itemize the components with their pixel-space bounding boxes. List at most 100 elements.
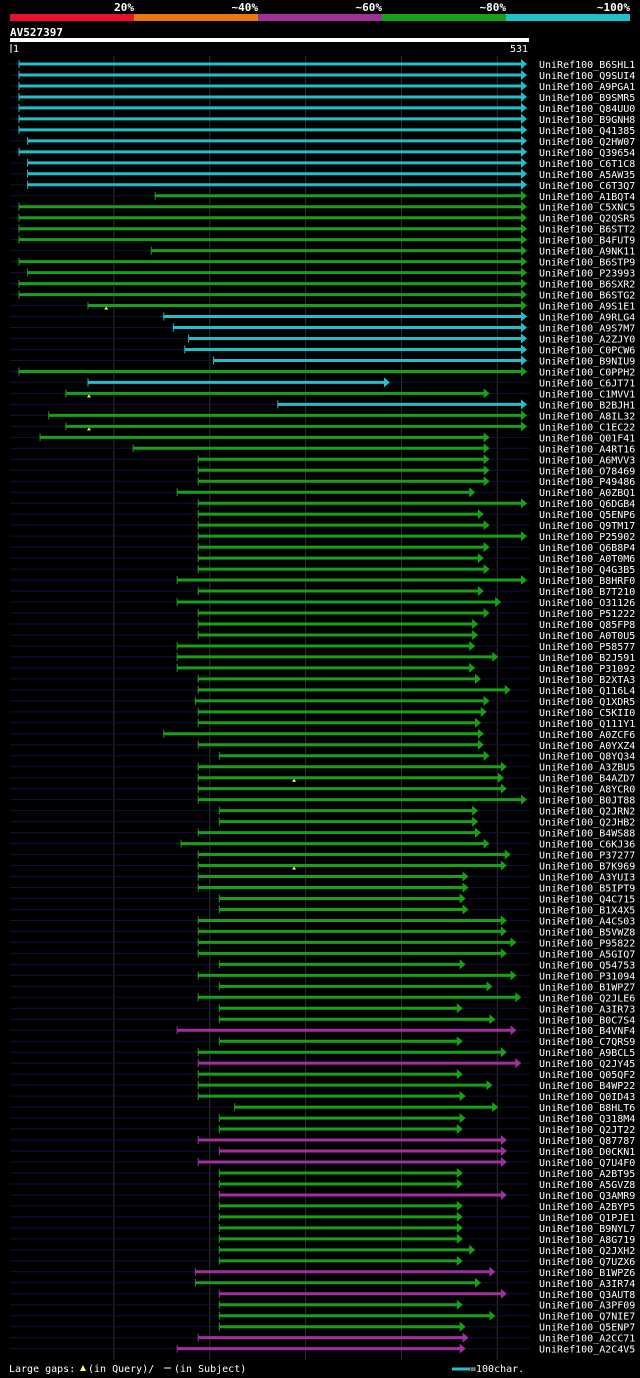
hit-label[interactable]: UniRef100_A2ZJY0 — [539, 335, 635, 346]
hit-label[interactable]: UniRef100_Q85FP8 — [539, 620, 635, 631]
hit-label[interactable]: UniRef100_B6STG2 — [539, 291, 635, 302]
hit-row[interactable]: UniRef100_Q9TM17 — [10, 520, 635, 532]
hit-row[interactable]: UniRef100_Q8YQ34 — [10, 750, 635, 763]
hit-row[interactable]: UniRef100_A0T0U5 — [10, 629, 635, 642]
hit-label[interactable]: UniRef100_C1MVV1 — [539, 389, 635, 400]
hit-label[interactable]: UniRef100_A8YCR0 — [539, 785, 635, 796]
hit-row[interactable]: UniRef100_Q9SUI4 — [10, 69, 635, 82]
hit-label[interactable]: UniRef100_A9S1E1 — [539, 302, 635, 313]
hit-label[interactable]: UniRef100_Q2JLE6 — [539, 993, 635, 1004]
hit-row[interactable]: UniRef100_A9PGA1 — [10, 80, 635, 93]
hit-row[interactable]: UniRef100_A9BCL5 — [10, 1047, 635, 1059]
hit-label[interactable]: UniRef100_B5IPT9 — [539, 884, 635, 895]
hit-row[interactable]: UniRef100_A5GVZ8 — [10, 1178, 635, 1191]
hit-row[interactable]: UniRef100_A2ZJY0 — [10, 333, 635, 346]
hit-label[interactable]: UniRef100_A3PF09 — [539, 1301, 635, 1312]
hit-row[interactable]: UniRef100_C1EC22 — [10, 421, 635, 433]
hit-row[interactable]: UniRef100_Q54753 — [10, 959, 635, 971]
hit-label[interactable]: UniRef100_A5AW35 — [539, 170, 635, 181]
hit-label[interactable]: UniRef100_B8HLT6 — [539, 1103, 635, 1114]
hit-row[interactable]: UniRef100_Q05QF2 — [10, 1069, 635, 1081]
hit-label[interactable]: UniRef100_A5GIQ7 — [539, 949, 635, 960]
hit-label[interactable]: UniRef100_A4CS03 — [539, 916, 635, 927]
hit-row[interactable]: UniRef100_Q2JLE6 — [10, 992, 635, 1004]
hit-label[interactable]: UniRef100_B4WS88 — [539, 829, 635, 840]
hit-label[interactable]: UniRef100_A6MVV3 — [539, 455, 635, 466]
hit-row[interactable]: UniRef100_Q7UZX6 — [10, 1255, 635, 1268]
hit-row[interactable]: UniRef100_B6SXR2 — [10, 278, 635, 291]
hit-row[interactable]: UniRef100_B9NYL7 — [10, 1222, 635, 1235]
hit-row[interactable]: UniRef100_A9S7M7 — [10, 322, 635, 335]
hit-row[interactable]: UniRef100_C1MVV1 — [10, 388, 635, 400]
hit-row[interactable]: UniRef100_P25902 — [10, 531, 635, 543]
hit-row[interactable]: UniRef100_A8YCR0 — [10, 783, 635, 796]
hit-label[interactable]: UniRef100_B7T210 — [539, 587, 635, 598]
hit-label[interactable]: UniRef100_Q3AUT8 — [539, 1290, 635, 1301]
hit-label[interactable]: UniRef100_Q8YQ34 — [539, 752, 635, 763]
hit-label[interactable]: UniRef100_B6STP9 — [539, 258, 635, 269]
hit-row[interactable]: UniRef100_B8HLT6 — [10, 1102, 635, 1114]
hit-row[interactable]: UniRef100_B4AZD7 — [10, 772, 635, 785]
hit-row[interactable]: UniRef100_A4RT16 — [10, 443, 635, 455]
hit-label[interactable]: UniRef100_B9NIU9 — [539, 356, 635, 367]
hit-label[interactable]: UniRef100_Q4G3B5 — [539, 565, 635, 576]
hit-label[interactable]: UniRef100_D0CKN1 — [539, 1147, 635, 1158]
hit-row[interactable]: UniRef100_B6STP9 — [10, 256, 635, 269]
hit-label[interactable]: UniRef100_Q2JT22 — [539, 1125, 635, 1136]
hit-label[interactable]: UniRef100_Q54753 — [539, 960, 635, 971]
hit-row[interactable]: UniRef100_Q4C715 — [10, 893, 635, 905]
hit-row[interactable]: UniRef100_Q39654 — [10, 146, 635, 159]
hit-row[interactable]: UniRef100_B0JT88 — [10, 794, 635, 807]
hit-label[interactable]: UniRef100_A3ZBU5 — [539, 763, 635, 774]
hit-label[interactable]: UniRef100_B1X4X5 — [539, 905, 635, 916]
hit-label[interactable]: UniRef100_A9S7M7 — [539, 324, 635, 335]
hit-label[interactable]: UniRef100_P37277 — [539, 851, 635, 862]
hit-row[interactable]: UniRef100_Q2JY45 — [10, 1058, 635, 1070]
hit-row[interactable]: UniRef100_O31126 — [10, 597, 635, 609]
hit-label[interactable]: UniRef100_C5KII0 — [539, 708, 635, 719]
hit-row[interactable]: UniRef100_P31092 — [10, 662, 635, 675]
hit-label[interactable]: UniRef100_Q2JY45 — [539, 1059, 635, 1070]
hit-row[interactable]: UniRef100_Q318M4 — [10, 1113, 635, 1125]
hit-row[interactable]: UniRef100_B9NIU9 — [10, 355, 635, 367]
hit-row[interactable]: UniRef100_Q116L4 — [10, 684, 635, 697]
hit-label[interactable]: UniRef100_B5VWZ8 — [539, 927, 635, 938]
hit-label[interactable]: UniRef100_P25902 — [539, 532, 635, 543]
hit-row[interactable]: UniRef100_C0PPH2 — [10, 366, 635, 378]
hit-label[interactable]: UniRef100_B9GNH8 — [539, 115, 635, 126]
hit-label[interactable]: UniRef100_Q7UZX6 — [539, 1257, 635, 1268]
hit-label[interactable]: UniRef100_B2XTA3 — [539, 675, 635, 686]
hit-row[interactable]: UniRef100_B5IPT9 — [10, 882, 635, 895]
hit-label[interactable]: UniRef100_Q2JXH2 — [539, 1246, 635, 1257]
hit-label[interactable]: UniRef100_Q84UU0 — [539, 104, 635, 115]
hit-row[interactable]: UniRef100_B5VWZ8 — [10, 926, 635, 938]
hit-label[interactable]: UniRef100_A0T0U5 — [539, 631, 635, 642]
hit-label[interactable]: UniRef100_Q5ENP7 — [539, 1323, 635, 1334]
hit-label[interactable]: UniRef100_Q2JHB2 — [539, 818, 635, 829]
hit-label[interactable]: UniRef100_B1WPZ7 — [539, 982, 635, 993]
hit-label[interactable]: UniRef100_Q111Y1 — [539, 719, 635, 730]
hit-label[interactable]: UniRef100_C6T3Q7 — [539, 181, 635, 192]
hit-label[interactable]: UniRef100_Q3AMR9 — [539, 1191, 635, 1202]
hit-label[interactable]: UniRef100_O78469 — [539, 466, 635, 477]
hit-row[interactable]: UniRef100_P51222 — [10, 608, 635, 620]
hit-label[interactable]: UniRef100_P58577 — [539, 642, 635, 653]
hit-row[interactable]: UniRef100_Q3AMR9 — [10, 1189, 635, 1202]
hit-label[interactable]: UniRef100_Q7U4F0 — [539, 1158, 635, 1169]
hit-label[interactable]: UniRef100_A8G719 — [539, 1235, 635, 1246]
hit-row[interactable]: UniRef100_B8HRF0 — [10, 575, 635, 587]
hit-row[interactable]: UniRef100_Q1XDR5 — [10, 695, 635, 708]
hit-label[interactable]: UniRef100_Q01F41 — [539, 433, 635, 444]
hit-row[interactable]: UniRef100_Q6DGB4 — [10, 498, 635, 510]
hit-row[interactable]: UniRef100_B4WS88 — [10, 827, 635, 840]
hit-label[interactable]: UniRef100_A2BYP5 — [539, 1202, 635, 1213]
hit-row[interactable]: UniRef100_P23993 — [10, 267, 635, 280]
hit-row[interactable]: UniRef100_A3IR74 — [10, 1277, 635, 1290]
hit-label[interactable]: UniRef100_Q05QF2 — [539, 1070, 635, 1081]
hit-label[interactable]: UniRef100_Q6B8P4 — [539, 543, 635, 554]
hit-row[interactable]: UniRef100_D0CKN1 — [10, 1146, 635, 1158]
hit-row[interactable]: UniRef100_A2BYP5 — [10, 1200, 635, 1213]
hit-row[interactable]: UniRef100_Q2JT22 — [10, 1124, 635, 1136]
hit-row[interactable]: UniRef100_Q2QSR5 — [10, 212, 635, 225]
hit-label[interactable]: UniRef100_A0YXZ4 — [539, 741, 635, 752]
